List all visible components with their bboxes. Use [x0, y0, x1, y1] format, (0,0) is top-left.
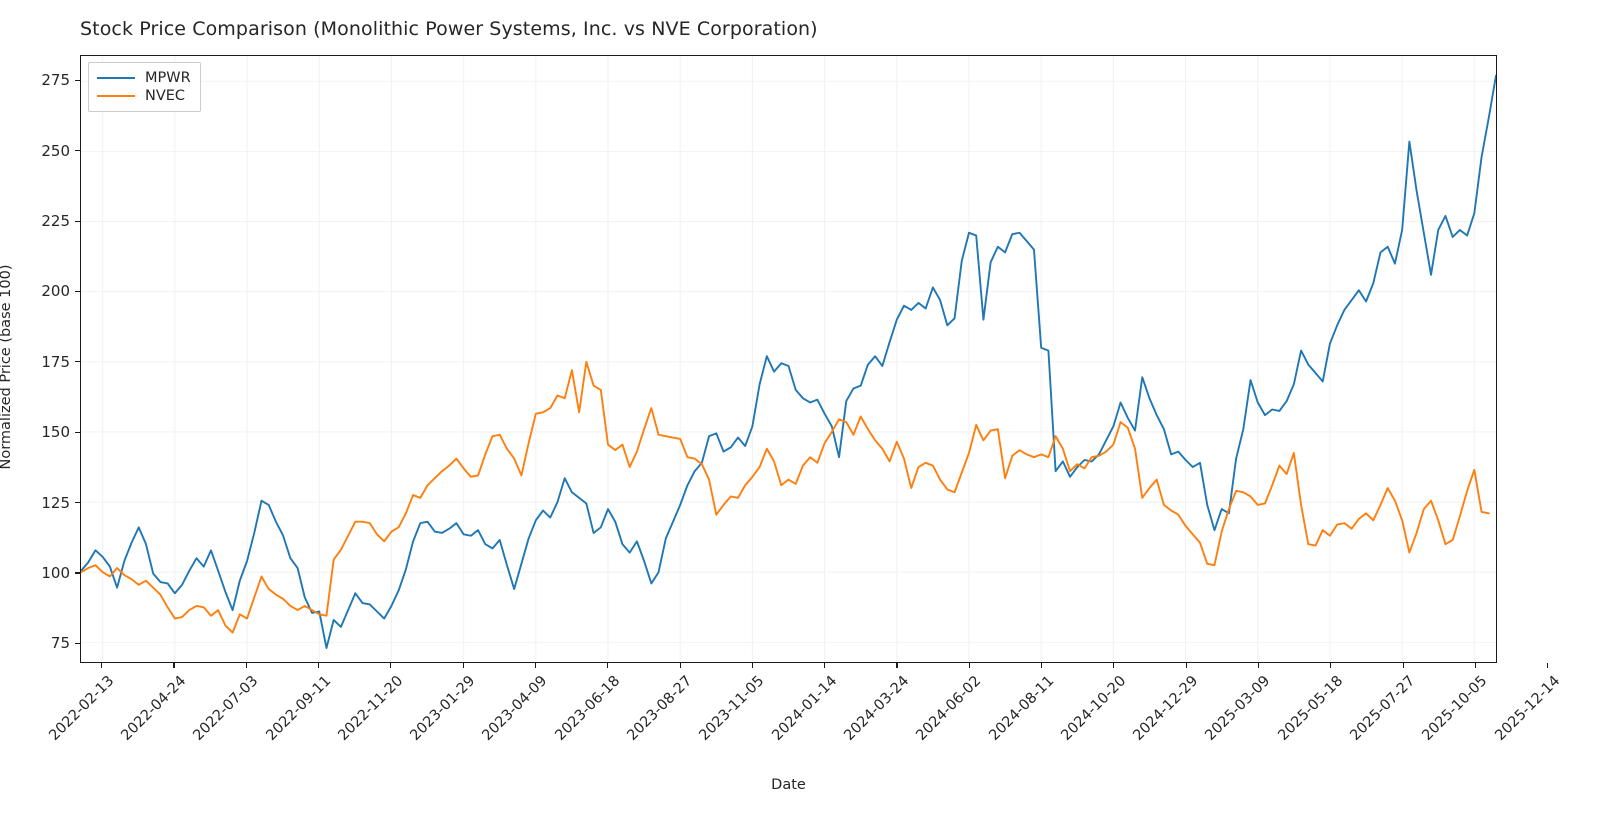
- y-tick-mark: [75, 502, 80, 504]
- x-tick-mark: [101, 663, 103, 668]
- y-tick-mark: [75, 572, 80, 574]
- legend-item-nvec: NVEC: [97, 87, 191, 105]
- series-line-mpwr: [81, 76, 1496, 648]
- x-tick-mark: [1257, 663, 1260, 668]
- x-tick-label: 2023-04-09: [479, 673, 551, 744]
- x-tick-label: 2025-03-09: [1202, 673, 1274, 744]
- y-tick-label: 275: [41, 71, 70, 90]
- x-tick-mark: [896, 663, 898, 668]
- x-tick-label: 2024-12-29: [1130, 673, 1202, 744]
- x-tick-label: 2023-08-27: [624, 673, 696, 744]
- x-tick-mark: [1185, 663, 1187, 668]
- x-tick-mark: [1113, 663, 1115, 668]
- legend-color-swatch: [97, 95, 135, 97]
- y-tick-mark: [75, 220, 80, 222]
- x-tick-mark: [824, 663, 826, 668]
- x-tick-label: 2024-03-24: [841, 673, 913, 744]
- x-tick-label: 2024-01-14: [769, 673, 840, 744]
- x-tick-mark: [245, 663, 247, 668]
- x-tick-label: 2024-06-02: [913, 673, 985, 744]
- x-tick-mark: [1402, 663, 1404, 668]
- y-tick-label: 225: [41, 212, 70, 231]
- chart-legend: MPWR NVEC: [88, 62, 201, 112]
- x-tick-label: 2025-10-05: [1419, 673, 1491, 744]
- x-tick-mark: [968, 663, 970, 668]
- y-tick-mark: [75, 79, 80, 81]
- y-tick-label: 100: [41, 563, 70, 582]
- x-tick-label: 2025-12-14: [1491, 673, 1563, 744]
- y-tick-label: 175: [41, 352, 70, 371]
- x-tick-label: 2022-04-24: [118, 673, 190, 744]
- x-tick-label: 2025-05-18: [1275, 673, 1347, 744]
- x-tick-label: 2022-09-11: [262, 673, 334, 744]
- x-tick-label: 2022-11-20: [335, 673, 407, 744]
- series-lines: [81, 56, 1496, 662]
- series-line-nvec: [81, 362, 1489, 633]
- y-tick-mark: [75, 361, 80, 363]
- y-tick-mark: [75, 290, 80, 293]
- y-tick-label: 75: [50, 634, 70, 653]
- x-tick-mark: [390, 663, 392, 668]
- y-tick-mark: [75, 150, 80, 152]
- y-tick-label: 250: [41, 141, 70, 160]
- x-tick-label: 2023-01-29: [407, 673, 479, 744]
- x-tick-label: 2024-10-20: [1058, 673, 1130, 744]
- x-tick-mark: [318, 663, 320, 668]
- x-tick-mark: [534, 663, 537, 668]
- y-tick-mark: [75, 642, 80, 644]
- x-tick-label: 2023-06-18: [552, 673, 624, 744]
- x-tick-mark: [1474, 663, 1476, 668]
- x-tick-label: 2023-11-05: [696, 673, 768, 744]
- y-tick-label: 200: [41, 282, 70, 301]
- chart-title: Stock Price Comparison (Monolithic Power…: [80, 18, 818, 40]
- x-tick-mark: [679, 663, 681, 668]
- x-tick-label: 2022-07-03: [190, 673, 262, 744]
- y-axis-label: Normalized Price (base 100): [0, 264, 14, 470]
- x-tick-label: 2025-07-27: [1347, 673, 1419, 744]
- plot-area: [80, 55, 1497, 663]
- x-tick-mark: [173, 663, 175, 668]
- y-tick-label: 125: [41, 493, 70, 512]
- x-tick-mark: [462, 663, 464, 668]
- y-tick-mark: [75, 431, 80, 433]
- legend-color-swatch: [97, 77, 135, 79]
- legend-label: NVEC: [145, 88, 186, 104]
- y-tick-label: 150: [41, 423, 70, 442]
- legend-item-mpwr: MPWR: [97, 69, 191, 87]
- grid-lines: [81, 56, 1496, 662]
- legend-label: MPWR: [145, 70, 191, 86]
- x-tick-mark: [751, 663, 753, 668]
- x-tick-label: 2024-08-11: [985, 673, 1057, 744]
- x-tick-mark: [1547, 663, 1549, 668]
- x-axis-label: Date: [771, 777, 806, 793]
- x-tick-mark: [1041, 663, 1043, 668]
- x-tick-mark: [1330, 663, 1332, 668]
- x-tick-mark: [607, 663, 609, 668]
